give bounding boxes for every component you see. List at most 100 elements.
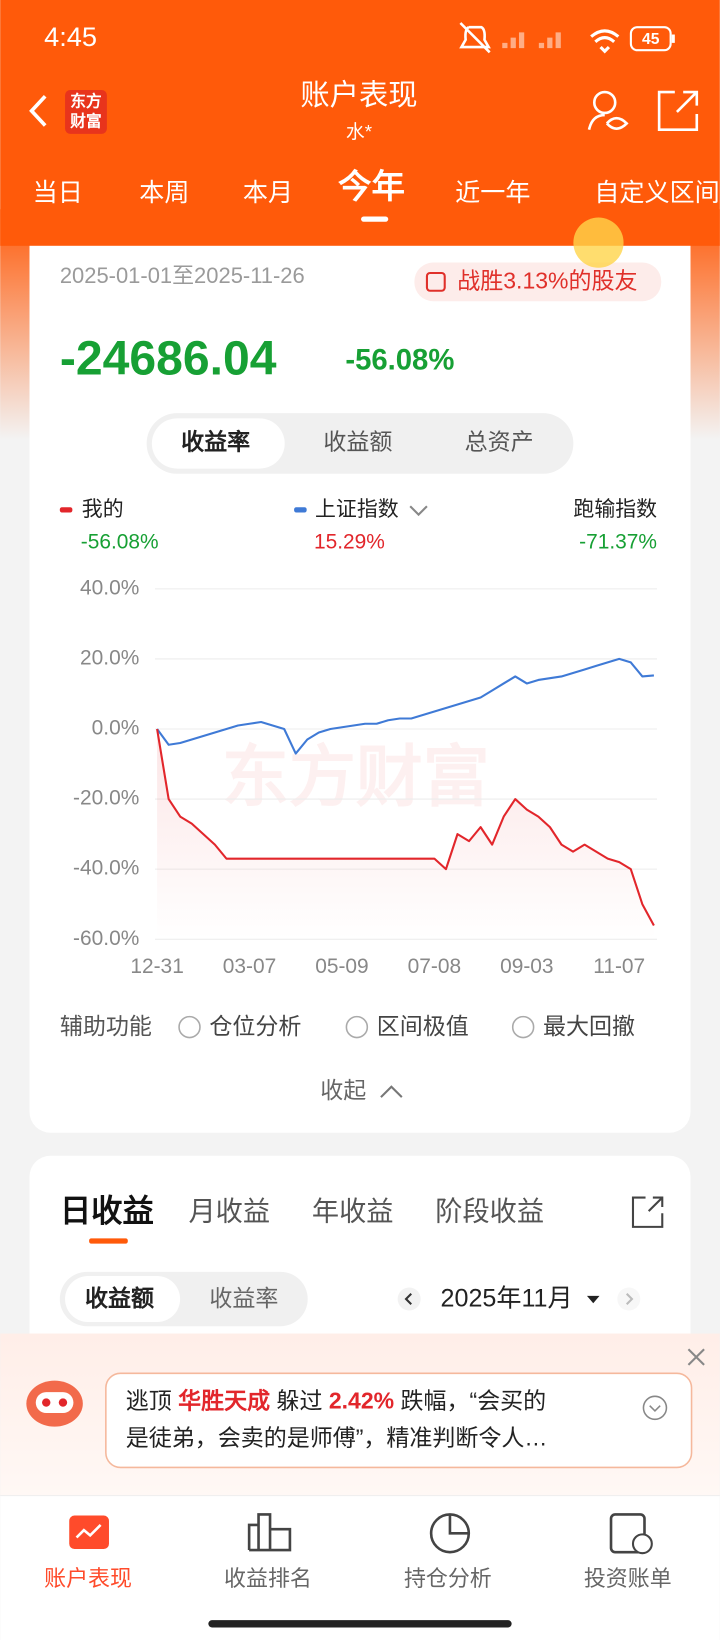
profit-rate: -56.08% bbox=[345, 344, 454, 377]
series-line bbox=[156, 657, 654, 755]
mascot-face bbox=[35, 1392, 74, 1414]
x-tick-label: 05-09 bbox=[315, 955, 368, 978]
nav-icon-detail bbox=[631, 1533, 653, 1555]
app-header: 4:45 45 东方 财富 账户表现 水* 当日 本周 本月 今年 近一年 自定义区间 bbox=[0, 0, 720, 268]
radio[interactable] bbox=[345, 1015, 369, 1039]
legend-name: 我的 bbox=[82, 498, 124, 521]
banner-text: 躲过 bbox=[270, 1388, 329, 1414]
period-tab[interactable]: 近一年 bbox=[455, 179, 530, 207]
radio[interactable] bbox=[511, 1015, 535, 1039]
nav-icon[interactable] bbox=[247, 1513, 292, 1552]
period-tab[interactable]: 自定义区间 bbox=[594, 179, 719, 207]
earnings-tab[interactable]: 日收益 bbox=[60, 1194, 154, 1229]
badge-text[interactable]: 战胜3.13%的股友 bbox=[457, 267, 637, 293]
y-tick-label: -40.0% bbox=[73, 857, 139, 880]
header-bg bbox=[0, 0, 720, 246]
decoration bbox=[573, 217, 624, 268]
radio[interactable] bbox=[178, 1015, 201, 1039]
logo-bg bbox=[65, 89, 107, 134]
legend-name[interactable]: 上证指数 bbox=[315, 498, 399, 521]
period-tab[interactable]: 当日 bbox=[33, 179, 83, 207]
banner-close[interactable] bbox=[687, 1348, 705, 1366]
aux-label: 辅助功能 bbox=[60, 1013, 152, 1039]
tab-underline bbox=[89, 1238, 128, 1244]
period-tab[interactable]: 本周 bbox=[139, 179, 189, 207]
series-line bbox=[156, 728, 655, 926]
nav-bg bbox=[0, 1495, 720, 1640]
underperform-label: 跑输指数 bbox=[573, 498, 657, 521]
aux-option[interactable]: 最大回撤 bbox=[543, 1013, 635, 1039]
tab-underline bbox=[361, 216, 389, 222]
collapse-chevron[interactable] bbox=[380, 1085, 403, 1098]
toggle-option[interactable]: 收益额 bbox=[85, 1285, 154, 1311]
page-title: 账户表现 bbox=[300, 79, 417, 112]
share-button[interactable] bbox=[657, 90, 699, 132]
segment-option[interactable]: 总资产 bbox=[465, 429, 534, 455]
index-dropdown[interactable] bbox=[409, 505, 428, 517]
back-button[interactable] bbox=[29, 94, 47, 127]
signal-icon bbox=[502, 32, 561, 49]
aux-option[interactable]: 仓位分析 bbox=[209, 1013, 301, 1039]
badge-bg[interactable] bbox=[414, 262, 662, 302]
toggle-option[interactable]: 收益率 bbox=[209, 1285, 278, 1311]
segment-active bbox=[151, 418, 285, 469]
legend-swatch bbox=[59, 507, 73, 513]
nav-label[interactable]: 收益排名 bbox=[224, 1566, 312, 1591]
nav-label[interactable]: 账户表现 bbox=[44, 1566, 132, 1591]
underperform-value: -71.37% bbox=[579, 530, 657, 553]
nav-label[interactable]: 投资账单 bbox=[584, 1566, 672, 1591]
earnings-tab[interactable]: 阶段收益 bbox=[435, 1195, 544, 1226]
period-tab[interactable]: 本月 bbox=[243, 179, 293, 207]
nav-icon-detail bbox=[448, 1514, 469, 1535]
x-tick-label: 09-03 bbox=[500, 955, 553, 978]
battery-level: 45 bbox=[642, 31, 660, 48]
y-tick-label: -20.0% bbox=[73, 787, 139, 810]
promo-banner: 逃顶 华胜天成 躲过 2.42% 跌幅，“会买的 是徒弟，会卖的是师傅”，精准判… bbox=[0, 1333, 720, 1496]
next-month[interactable] bbox=[617, 1287, 641, 1311]
legend-value: 15.29% bbox=[314, 530, 385, 553]
badge-icon bbox=[425, 271, 446, 292]
logo-text: 东方 bbox=[70, 92, 101, 111]
banner-line: 逃顶 华胜天成 躲过 2.42% 跌幅，“会买的 bbox=[126, 1388, 546, 1414]
area-fill bbox=[157, 729, 654, 940]
nav-icon[interactable] bbox=[69, 1515, 109, 1550]
banner-expand[interactable] bbox=[642, 1395, 668, 1421]
battery-tip bbox=[671, 34, 675, 43]
bottom-nav: 账户表现 收益排名 持仓分析 投资账单 bbox=[0, 1495, 720, 1640]
banner-bubble[interactable] bbox=[105, 1372, 693, 1469]
legend-swatch bbox=[294, 507, 307, 513]
segment-option[interactable]: 收益额 bbox=[323, 429, 392, 455]
period-tab[interactable]: 今年 bbox=[338, 168, 405, 206]
mascot-eye bbox=[58, 1398, 68, 1407]
account-name: 水* bbox=[346, 121, 373, 142]
banner-text: 逃顶 bbox=[126, 1388, 178, 1414]
aux-option[interactable]: 区间极值 bbox=[377, 1013, 469, 1039]
segment-option[interactable]: 收益率 bbox=[181, 429, 250, 455]
earnings-card: 日收益 月收益 年收益 阶段收益 收益额 收益率 2025年11月 bbox=[29, 1155, 691, 1365]
summary-card: 2025-01-01至2025-11-26 战胜3.13%的股友 -24686.… bbox=[29, 198, 691, 1133]
nav-icon[interactable] bbox=[609, 1513, 646, 1554]
collapse[interactable]: 收起 bbox=[320, 1077, 366, 1103]
prev-month[interactable] bbox=[397, 1287, 421, 1311]
share-icon[interactable] bbox=[631, 1196, 664, 1228]
nav-label[interactable]: 持仓分析 bbox=[404, 1566, 492, 1591]
home-indicator bbox=[208, 1620, 512, 1628]
earnings-tab[interactable]: 月收益 bbox=[188, 1195, 270, 1226]
y-tick-label: 20.0% bbox=[80, 646, 139, 669]
profile-icon-detail bbox=[587, 113, 629, 131]
date-range: 2025-01-01至2025-11-26 bbox=[60, 263, 305, 288]
prev-arrow bbox=[404, 1293, 412, 1305]
earnings-tab[interactable]: 年收益 bbox=[312, 1195, 394, 1226]
battery bbox=[629, 26, 672, 52]
profile-icon[interactable] bbox=[592, 90, 617, 115]
y-tick-label: -60.0% bbox=[73, 927, 139, 950]
month[interactable]: 2025年11月 bbox=[441, 1285, 573, 1313]
banner-expand-chevron bbox=[649, 1405, 661, 1413]
watermark: 东方财富 bbox=[222, 740, 490, 815]
banner-text: 跌幅，“会买的 bbox=[394, 1388, 546, 1414]
x-tick-label: 11-07 bbox=[593, 955, 645, 978]
month-dropdown[interactable] bbox=[586, 1295, 600, 1304]
mute-icon bbox=[459, 22, 491, 54]
next-arrow bbox=[625, 1293, 634, 1305]
